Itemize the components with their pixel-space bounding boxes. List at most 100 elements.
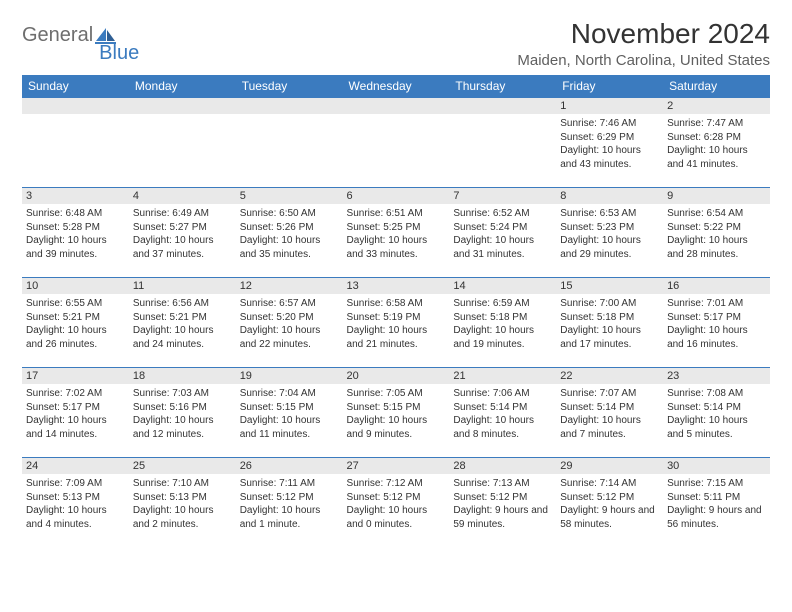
sunset-line: Sunset: 5:11 PM (667, 491, 766, 505)
day-number: 11 (129, 277, 236, 294)
day-number (343, 97, 450, 114)
calendar-cell (343, 97, 450, 187)
day-number: 8 (556, 187, 663, 204)
sunrise-line: Sunrise: 6:56 AM (133, 297, 232, 311)
daylight-line: Daylight: 10 hours and 12 minutes. (133, 414, 232, 441)
sunset-line: Sunset: 5:23 PM (560, 221, 659, 235)
sunset-line: Sunset: 5:13 PM (133, 491, 232, 505)
calendar-cell (449, 97, 556, 187)
sunrise-line: Sunrise: 6:51 AM (347, 207, 446, 221)
daylight-line: Daylight: 10 hours and 39 minutes. (26, 234, 125, 261)
sunrise-line: Sunrise: 6:59 AM (453, 297, 552, 311)
day-body: Sunrise: 6:58 AMSunset: 5:19 PMDaylight:… (347, 297, 446, 351)
day-body: Sunrise: 7:15 AMSunset: 5:11 PMDaylight:… (667, 477, 766, 531)
sunset-line: Sunset: 5:21 PM (133, 311, 232, 325)
calendar-cell (236, 97, 343, 187)
sunset-line: Sunset: 5:18 PM (453, 311, 552, 325)
logo-text-general: General (22, 24, 93, 47)
calendar-cell: 8Sunrise: 6:53 AMSunset: 5:23 PMDaylight… (556, 187, 663, 277)
daylight-line: Daylight: 10 hours and 29 minutes. (560, 234, 659, 261)
sunrise-line: Sunrise: 7:11 AM (240, 477, 339, 491)
day-body: Sunrise: 6:50 AMSunset: 5:26 PMDaylight:… (240, 207, 339, 261)
sunrise-line: Sunrise: 7:07 AM (560, 387, 659, 401)
weekday-wednesday: Wednesday (343, 75, 450, 97)
sunrise-line: Sunrise: 7:46 AM (560, 117, 659, 131)
day-body: Sunrise: 7:11 AMSunset: 5:12 PMDaylight:… (240, 477, 339, 531)
calendar-cell: 2Sunrise: 7:47 AMSunset: 6:28 PMDaylight… (663, 97, 770, 187)
day-number: 19 (236, 367, 343, 384)
month-title: November 2024 (517, 18, 770, 50)
sunrise-line: Sunrise: 7:03 AM (133, 387, 232, 401)
day-body: Sunrise: 7:47 AMSunset: 6:28 PMDaylight:… (667, 117, 766, 171)
calendar-cell: 22Sunrise: 7:07 AMSunset: 5:14 PMDayligh… (556, 367, 663, 457)
weekday-friday: Friday (556, 75, 663, 97)
weekday-thursday: Thursday (449, 75, 556, 97)
daylight-line: Daylight: 10 hours and 7 minutes. (560, 414, 659, 441)
sunset-line: Sunset: 5:13 PM (26, 491, 125, 505)
weekday-tuesday: Tuesday (236, 75, 343, 97)
day-number: 22 (556, 367, 663, 384)
calendar-cell: 30Sunrise: 7:15 AMSunset: 5:11 PMDayligh… (663, 457, 770, 547)
calendar-cell: 21 Sunrise: 7:06 AMSunset: 5:14 PMDayligh… (449, 367, 556, 457)
daylight-line: Daylight: 10 hours and 22 minutes. (240, 324, 339, 351)
sunset-line: Sunset: 5:15 PM (240, 401, 339, 415)
calendar-cell: 15Sunrise: 7:00 AMSunset: 5:18 PMDayligh… (556, 277, 663, 367)
sunset-line: Sunset: 5:28 PM (26, 221, 125, 235)
day-body: Sunrise: 6:49 AMSunset: 5:27 PMDaylight:… (133, 207, 232, 261)
day-number: 15 (556, 277, 663, 294)
calendar-cell: 4Sunrise: 6:49 AMSunset: 5:27 PMDaylight… (129, 187, 236, 277)
daylight-line: Daylight: 10 hours and 41 minutes. (667, 144, 766, 171)
day-body: Sunrise: 7:01 AMSunset: 5:17 PMDaylight:… (667, 297, 766, 351)
day-number: 14 (449, 277, 556, 294)
sunrise-line: Sunrise: 7:01 AM (667, 297, 766, 311)
day-number: 3 (22, 187, 129, 204)
day-body: Sunrise: 7:14 AMSunset: 5:12 PMDaylight:… (560, 477, 659, 531)
calendar-cell: 18Sunrise: 7:03 AMSunset: 5:16 PMDayligh… (129, 367, 236, 457)
daylight-line: Daylight: 10 hours and 26 minutes. (26, 324, 125, 351)
calendar-cell: 24Sunrise: 7:09 AMSunset: 5:13 PMDayligh… (22, 457, 129, 547)
day-body: Sunrise: 6:55 AMSunset: 5:21 PMDaylight:… (26, 297, 125, 351)
sunset-line: Sunset: 5:17 PM (26, 401, 125, 415)
day-number: 1 (556, 97, 663, 114)
calendar-week-row: 10Sunrise: 6:55 AMSunset: 5:21 PMDayligh… (22, 277, 770, 367)
day-number: 13 (343, 277, 450, 294)
sunset-line: Sunset: 5:12 PM (560, 491, 659, 505)
calendar-cell: 9Sunrise: 6:54 AMSunset: 5:22 PMDaylight… (663, 187, 770, 277)
daylight-line: Daylight: 10 hours and 11 minutes. (240, 414, 339, 441)
sunset-line: Sunset: 6:28 PM (667, 131, 766, 145)
day-number: 20 (343, 367, 450, 384)
sunset-line: Sunset: 5:27 PM (133, 221, 232, 235)
day-number: 21 (449, 367, 556, 384)
daylight-line: Daylight: 10 hours and 4 minutes. (26, 504, 125, 531)
calendar-cell (22, 97, 129, 187)
daylight-line: Daylight: 10 hours and 28 minutes. (667, 234, 766, 261)
logo-text-blue: Blue (99, 42, 139, 65)
calendar-week-row: 3Sunrise: 6:48 AMSunset: 5:28 PMDaylight… (22, 187, 770, 277)
logo: General Blue (22, 18, 161, 47)
day-number: 28 (449, 457, 556, 474)
daylight-line: Daylight: 10 hours and 9 minutes. (347, 414, 446, 441)
daylight-line: Daylight: 10 hours and 19 minutes. (453, 324, 552, 351)
calendar-cell: 7Sunrise: 6:52 AMSunset: 5:24 PMDaylight… (449, 187, 556, 277)
daylight-line: Daylight: 10 hours and 16 minutes. (667, 324, 766, 351)
calendar-cell: 23Sunrise: 7:08 AMSunset: 5:14 PMDayligh… (663, 367, 770, 457)
day-body: Sunrise: 6:59 AMSunset: 5:18 PMDaylight:… (453, 297, 552, 351)
sunrise-line: Sunrise: 7:04 AM (240, 387, 339, 401)
day-body: Sunrise: 7:06 AMSunset: 5:14 PMDaylight:… (453, 387, 552, 441)
sunset-line: Sunset: 5:20 PM (240, 311, 339, 325)
day-body: Sunrise: 7:10 AMSunset: 5:13 PMDaylight:… (133, 477, 232, 531)
daylight-line: Daylight: 10 hours and 33 minutes. (347, 234, 446, 261)
sunset-line: Sunset: 5:12 PM (453, 491, 552, 505)
location: Maiden, North Carolina, United States (517, 52, 770, 69)
weekday-monday: Monday (129, 75, 236, 97)
day-body: Sunrise: 6:57 AMSunset: 5:20 PMDaylight:… (240, 297, 339, 351)
sunset-line: Sunset: 5:22 PM (667, 221, 766, 235)
sunrise-line: Sunrise: 6:52 AM (453, 207, 552, 221)
daylight-line: Daylight: 10 hours and 2 minutes. (133, 504, 232, 531)
sunrise-line: Sunrise: 6:49 AM (133, 207, 232, 221)
sunrise-line: Sunrise: 7:12 AM (347, 477, 446, 491)
calendar-cell (129, 97, 236, 187)
sunset-line: Sunset: 6:29 PM (560, 131, 659, 145)
sunrise-line: Sunrise: 6:50 AM (240, 207, 339, 221)
sunrise-line: Sunrise: 6:57 AM (240, 297, 339, 311)
